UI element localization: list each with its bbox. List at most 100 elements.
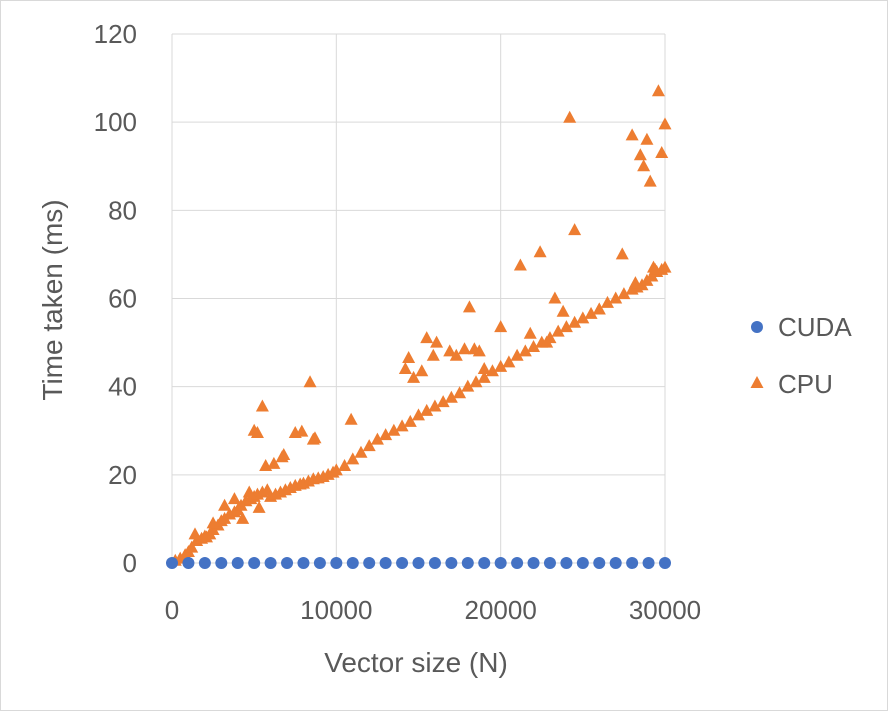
- y-tick-label: 60: [108, 284, 137, 314]
- cuda-data-point: [609, 557, 622, 569]
- x-tick-label: 30000: [629, 595, 701, 625]
- cpu-data-point: [513, 258, 527, 271]
- cpu-data-point: [651, 84, 665, 97]
- cpu-data-point: [628, 276, 642, 289]
- cpu-data-point: [444, 390, 458, 403]
- cuda-data-point: [396, 557, 409, 569]
- cuda-data-point: [264, 557, 277, 569]
- cuda-data-point: [379, 557, 392, 569]
- cpu-data-point: [255, 399, 269, 412]
- cuda-data-point: [346, 557, 359, 569]
- cpu-data-point: [387, 423, 401, 436]
- cpu-data-point: [344, 412, 358, 425]
- cpu-data-point: [402, 351, 416, 364]
- cpu-data-point: [633, 148, 647, 161]
- x-tick-label: 10000: [300, 595, 372, 625]
- cpu-data-point: [637, 159, 651, 172]
- cpu-data-point: [407, 370, 421, 383]
- cpu-data-point: [559, 320, 573, 333]
- cpu-data-point: [412, 408, 425, 421]
- cuda-data-point: [281, 557, 294, 569]
- cuda-data-point: [231, 557, 244, 569]
- cuda-data-point: [494, 557, 507, 569]
- y-axis-tick-labels: 0 20 40 60 80 100 120: [94, 19, 137, 578]
- cpu-data-point: [472, 344, 486, 357]
- cpu-data-point: [477, 362, 491, 375]
- cuda-data-point: [182, 557, 195, 569]
- y-tick-label: 120: [94, 19, 137, 49]
- cpu-data-point: [640, 132, 654, 145]
- cuda-data-point: [313, 557, 326, 569]
- cpu-data-point: [236, 511, 250, 524]
- cpu-data-point: [267, 456, 281, 469]
- cpu-data-point: [643, 174, 657, 187]
- cpu-data-point: [533, 245, 547, 258]
- x-axis-tick-labels: 0 10000 20000 30000: [165, 595, 701, 625]
- cpu-data-point: [398, 362, 412, 375]
- cuda-data-point: [659, 557, 671, 569]
- y-tick-label: 40: [108, 372, 137, 402]
- cpu-data-point: [250, 425, 264, 438]
- legend: CUDA CPU: [750, 312, 852, 399]
- cpu-data-point: [436, 395, 450, 408]
- cpu-data-point: [420, 331, 434, 344]
- y-tick-label: 100: [94, 107, 137, 137]
- cpu-data-point: [308, 431, 322, 444]
- cpu-data-point: [362, 439, 376, 452]
- cpu-data-point: [295, 424, 309, 437]
- cpu-data-point: [540, 335, 554, 348]
- cpu-data-point: [563, 110, 577, 123]
- cpu-data-point: [568, 223, 582, 236]
- cpu-data-point: [592, 302, 606, 315]
- legend-label-cpu: CPU: [778, 369, 833, 399]
- cuda-data-point: [166, 557, 178, 569]
- cpu-data-point: [200, 530, 214, 543]
- cpu-data-point: [551, 324, 565, 337]
- cpu-data-point: [658, 260, 672, 273]
- cpu-data-point: [188, 527, 202, 540]
- cpu-data-point: [477, 370, 491, 383]
- cuda-data-point: [576, 557, 589, 569]
- cpu-data-point: [609, 291, 623, 304]
- cuda-data-point: [330, 557, 343, 569]
- y-tick-label: 20: [108, 460, 137, 490]
- cpu-data-point: [502, 355, 516, 368]
- cpu-data-point: [462, 300, 476, 313]
- cpu-data-point: [600, 295, 614, 308]
- cuda-data-point: [527, 557, 540, 569]
- cuda-data-point: [198, 557, 211, 569]
- legend-item-cpu: CPU: [750, 369, 833, 399]
- x-tick-label: 20000: [465, 595, 537, 625]
- cpu-data-point: [469, 375, 483, 388]
- cpu-data-point: [430, 335, 444, 348]
- cpu-data-point: [415, 364, 429, 377]
- cpu-data-point: [185, 540, 199, 553]
- cpu-data-point: [379, 428, 393, 441]
- cpu-data-point: [453, 386, 467, 399]
- cpu-data-point: [617, 287, 631, 300]
- cuda-data-point: [363, 557, 376, 569]
- cuda-legend-marker: [751, 321, 763, 333]
- cpu-data-point: [303, 375, 317, 388]
- cpu-legend-marker: [750, 376, 764, 388]
- cpu-data-point: [252, 500, 266, 513]
- cuda-data-point: [560, 557, 573, 569]
- cpu-data-point: [428, 399, 442, 412]
- cuda-data-point: [297, 557, 310, 569]
- cpu-data-point: [568, 315, 582, 328]
- cpu-data-point: [395, 419, 409, 432]
- series-cpu: [168, 84, 672, 566]
- cpu-data-point: [648, 262, 662, 275]
- cpu-data-point: [458, 342, 472, 355]
- cuda-data-point: [593, 557, 606, 569]
- cpu-data-point: [277, 447, 291, 460]
- y-tick-label: 80: [108, 195, 137, 225]
- cpu-data-point: [518, 344, 532, 357]
- cuda-data-point: [412, 557, 425, 569]
- cpu-data-point: [443, 344, 457, 357]
- y-axis-title: Time taken (ms): [37, 199, 68, 400]
- cuda-data-point: [461, 557, 474, 569]
- x-axis-title: Vector size (N): [324, 647, 508, 678]
- cpu-data-point: [655, 146, 669, 159]
